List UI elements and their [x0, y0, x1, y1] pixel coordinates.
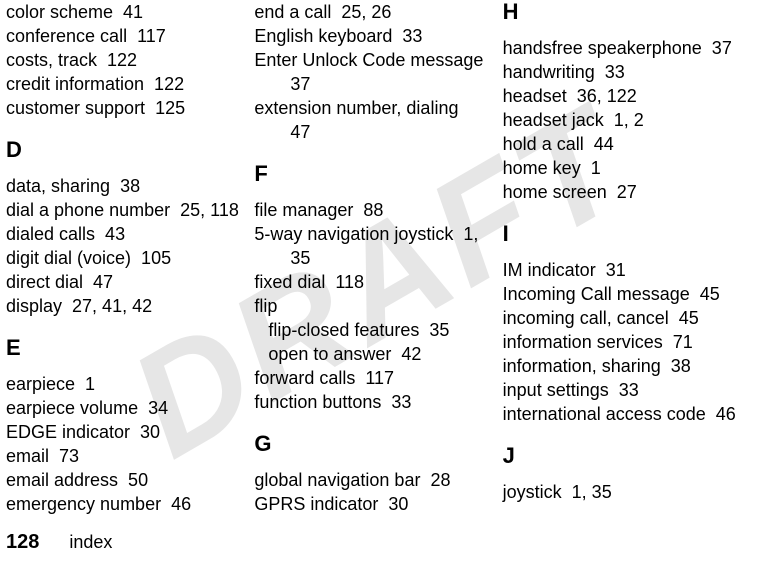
index-entry: handsfree speakerphone 37	[503, 36, 743, 60]
index-entry: IM indicator 31	[503, 258, 743, 282]
index-subentry: flip-closed features 35	[254, 318, 494, 342]
index-entry: email address 50	[6, 468, 246, 492]
index-entry-continuation: 47	[254, 120, 494, 144]
index-entry: earpiece 1	[6, 372, 246, 396]
index-entry-continuation: 37	[254, 72, 494, 96]
index-entry: information services 71	[503, 330, 743, 354]
section-letter: D	[6, 138, 246, 162]
index-entry: conference call 117	[6, 24, 246, 48]
section-letter: H	[503, 0, 743, 24]
index-entry: forward calls 117	[254, 366, 494, 390]
index-entry: input settings 33	[503, 378, 743, 402]
index-entry: customer support 125	[6, 96, 246, 120]
index-entry: global navigation bar 28	[254, 468, 494, 492]
index-entry: handwriting 33	[503, 60, 743, 84]
index-entry: incoming call, cancel 45	[503, 306, 743, 330]
section-letter: G	[254, 432, 494, 456]
section-letter: I	[503, 222, 743, 246]
index-entry: earpiece volume 34	[6, 396, 246, 420]
index-entry: emergency number 46	[6, 492, 246, 516]
index-entry: 5-way navigation joystick 1,	[254, 222, 494, 246]
index-entry: GPRS indicator 30	[254, 492, 494, 516]
index-entry: hold a call 44	[503, 132, 743, 156]
index-entry: dial a phone number 25, 118	[6, 198, 246, 222]
index-column: end a call 25, 26English keyboard 33Ente…	[254, 0, 502, 516]
index-entry: data, sharing 38	[6, 174, 246, 198]
page-footer: 128 index	[6, 531, 112, 554]
section-letter: J	[503, 444, 743, 468]
page-number: 128	[6, 531, 39, 554]
index-entry: credit information 122	[6, 72, 246, 96]
section-letter: F	[254, 162, 494, 186]
index-entry: home screen 27	[503, 180, 743, 204]
index-entry: EDGE indicator 30	[6, 420, 246, 444]
index-entry: email 73	[6, 444, 246, 468]
index-entry: fixed dial 118	[254, 270, 494, 294]
index-entry: English keyboard 33	[254, 24, 494, 48]
index-entry: direct dial 47	[6, 270, 246, 294]
index-page: color scheme 41conference call 117costs,…	[0, 0, 757, 564]
index-entry: flip	[254, 294, 494, 318]
index-subentry: open to answer 42	[254, 342, 494, 366]
index-entry: headset jack 1, 2	[503, 108, 743, 132]
index-entry: function buttons 33	[254, 390, 494, 414]
index-entry: Incoming Call message 45	[503, 282, 743, 306]
index-entry: costs, track 122	[6, 48, 246, 72]
index-entry: headset 36, 122	[503, 84, 743, 108]
index-entry: joystick 1, 35	[503, 480, 743, 504]
index-entry: information, sharing 38	[503, 354, 743, 378]
index-entry: display 27, 41, 42	[6, 294, 246, 318]
index-entry: international access code 46	[503, 402, 743, 426]
index-entry: Enter Unlock Code message	[254, 48, 494, 72]
index-entry-continuation: 35	[254, 246, 494, 270]
index-entry: color scheme 41	[6, 0, 246, 24]
index-column: color scheme 41conference call 117costs,…	[6, 0, 254, 516]
index-entry: file manager 88	[254, 198, 494, 222]
index-entry: end a call 25, 26	[254, 0, 494, 24]
index-column: Hhandsfree speakerphone 37handwriting 33…	[503, 0, 751, 516]
index-entry: digit dial (voice) 105	[6, 246, 246, 270]
footer-label: index	[69, 532, 112, 553]
index-columns: color scheme 41conference call 117costs,…	[6, 0, 751, 516]
index-entry: dialed calls 43	[6, 222, 246, 246]
index-entry: extension number, dialing	[254, 96, 494, 120]
index-entry: home key 1	[503, 156, 743, 180]
section-letter: E	[6, 336, 246, 360]
